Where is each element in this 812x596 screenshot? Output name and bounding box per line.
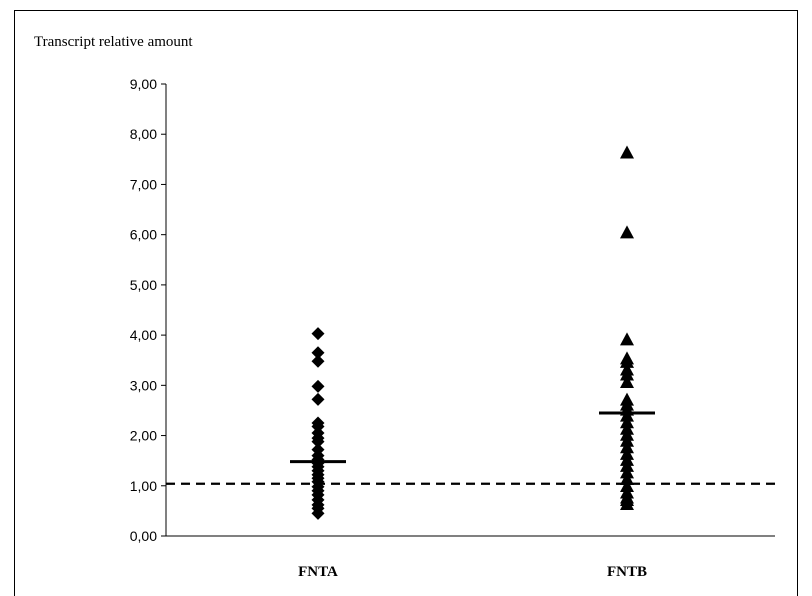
x-category-label: FNTB <box>607 564 647 580</box>
data-point-triangle <box>620 332 634 346</box>
y-tick-label: 9,00 <box>130 76 157 92</box>
data-point-diamond <box>311 346 325 360</box>
y-tick-label: 1,00 <box>130 478 157 494</box>
category-label-layer: FNTA FNTB <box>298 564 647 580</box>
data-point-diamond <box>311 435 325 449</box>
data-point-diamond <box>311 420 325 434</box>
y-tick-label: 3,00 <box>130 377 157 393</box>
data-point-triangle <box>620 145 634 159</box>
data-point-triangle <box>620 465 634 479</box>
data-point-triangle <box>620 440 634 454</box>
y-tick-label: 6,00 <box>130 227 157 243</box>
data-point-triangle <box>620 225 634 239</box>
y-tick-label: 8,00 <box>130 126 157 142</box>
data-point-triangle <box>620 367 634 381</box>
data-point-diamond <box>311 354 325 368</box>
x-category-label: FNTA <box>298 564 338 580</box>
data-point-triangle <box>620 354 634 368</box>
mean-layer <box>290 411 655 464</box>
y-tick-label: 5,00 <box>130 277 157 293</box>
data-point-triangle <box>620 375 634 389</box>
y-tick-label: 0,00 <box>130 528 157 544</box>
point-layer <box>311 145 634 520</box>
data-point-diamond <box>311 392 325 406</box>
chart-frame <box>14 10 798 596</box>
data-point-triangle <box>620 478 634 492</box>
data-point-triangle <box>620 408 634 422</box>
data-point-diamond <box>311 379 325 393</box>
y-tick-label: 4,00 <box>130 327 157 343</box>
data-point-diamond <box>311 506 325 520</box>
data-point-diamond <box>311 327 325 341</box>
y-axis-title: Transcript relative amount <box>34 34 193 50</box>
y-tick-label: 2,00 <box>130 428 157 444</box>
data-point-triangle <box>620 471 634 485</box>
axis-layer: 0,00 1,00 2,00 3,00 4,00 5,00 6,00 7,00 8,00 9,00 <box>130 76 775 544</box>
data-point-triangle <box>620 433 634 447</box>
data-point-triangle <box>620 497 634 511</box>
data-point-triangle <box>620 415 634 429</box>
data-point-triangle <box>620 458 634 472</box>
y-tick-label: 7,00 <box>130 176 157 192</box>
